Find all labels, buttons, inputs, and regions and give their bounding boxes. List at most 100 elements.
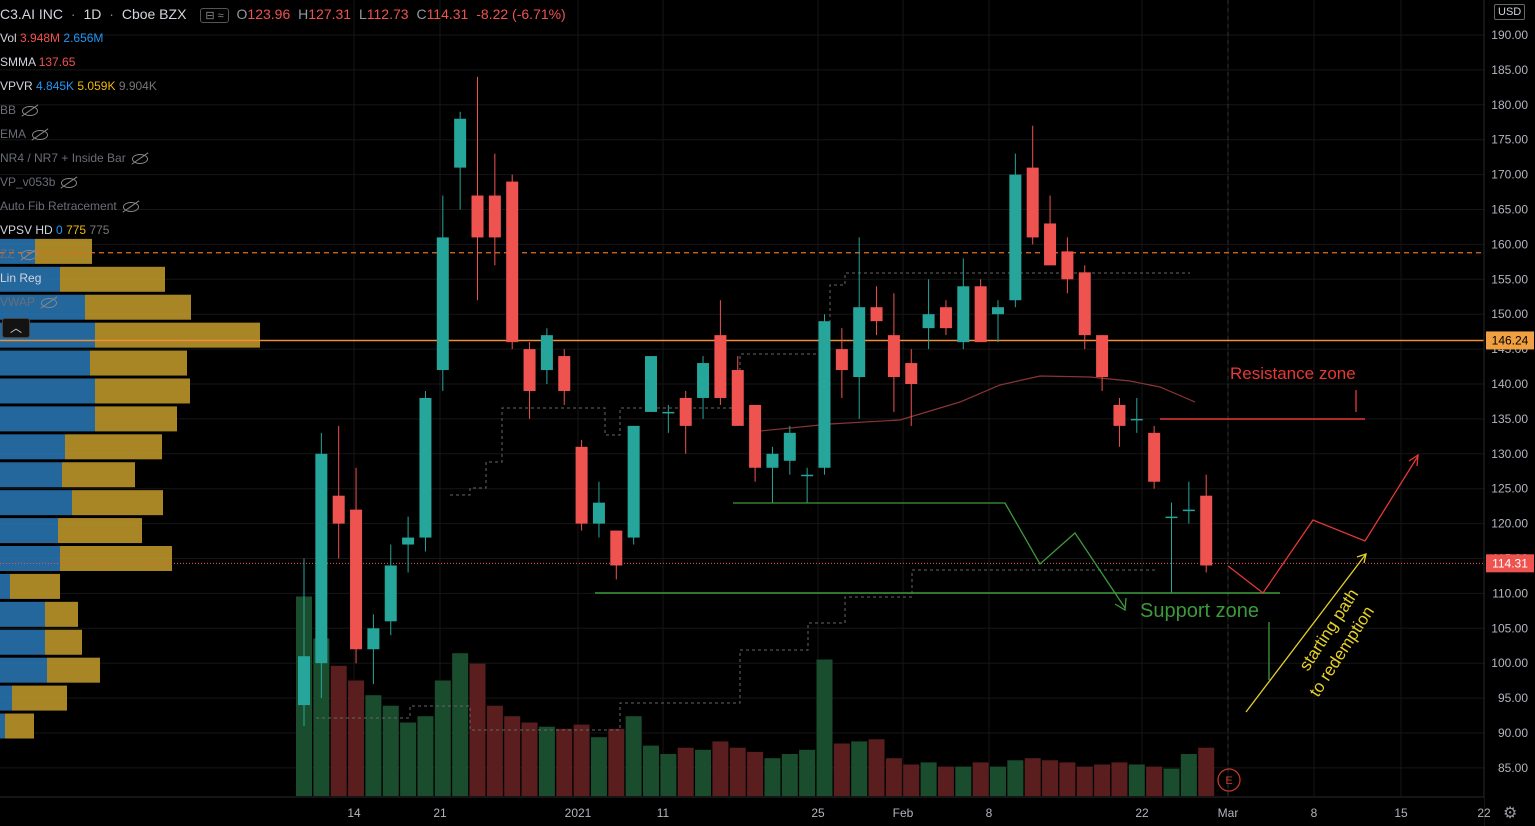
resistance-zone-label: Resistance zone [1230,364,1356,383]
vpvr-value-3: 9.904K [118,79,157,93]
indicator-name: VP_v053b [0,175,56,189]
vpsv-value-1: 0 [56,223,63,237]
vol-value-2: 2.656M [63,31,104,45]
symbol-name[interactable]: C3.AI INC [0,6,64,22]
volume-bar [1059,762,1076,796]
candle-body [1113,404,1126,426]
volume-bar [729,747,746,796]
time-tick-label: 8 [986,806,993,820]
close-value: 114.31 [426,6,469,22]
volume-bar [937,766,954,796]
open-label: O [236,6,248,22]
vp-bar-gold [85,294,191,320]
candle-body [1130,418,1143,421]
vp-bar-gold [10,573,60,599]
vp-bar-gold [72,490,163,516]
hidden-eye-icon[interactable] [40,297,57,308]
indicator-vp[interactable]: VP_v053b [0,175,78,189]
volume-bar [1094,764,1111,796]
candle-body [558,356,571,391]
candle-body [1165,516,1178,519]
symbol-buttons[interactable]: ⊟ ≈ [200,8,229,23]
indicator-linreg[interactable]: Lin Reg [0,271,41,285]
indicator-vol[interactable]: Vol 3.948M 2.656M [0,31,103,45]
interval[interactable]: 1D [83,6,102,22]
volume-bar [677,747,694,796]
volume-bar [816,659,833,796]
vp-bar-blue [0,546,60,571]
candle-body [627,425,640,538]
indicator-zz[interactable]: ZZ [0,247,37,261]
currency-label[interactable]: USD [1494,4,1526,20]
price-tick-label: 140.00 [1491,377,1528,391]
vp-bar-gold [95,322,260,348]
candle-body [1078,272,1091,336]
volume-bar [1163,768,1180,796]
volume-bar [851,741,868,796]
support-path [733,502,1126,609]
vol-value-1: 3.948M [20,31,61,45]
vp-bar-gold [47,657,100,683]
candle-body [1200,495,1213,566]
volume-bar [1024,758,1041,796]
volume-bar [382,705,399,796]
gear-icon[interactable]: ⚙ [1503,805,1518,822]
indicator-name: SMMA [0,55,36,69]
indicator-bb[interactable]: BB [0,103,39,117]
indicator-vpvr[interactable]: VPVR 4.845K 5.059K 9.904K [0,79,157,93]
vp-bar-blue [0,629,45,655]
vp-bar-blue [0,406,95,432]
exchange: Cboe BZX [121,6,187,22]
indicator-name: Lin Reg [0,271,42,285]
hidden-eye-icon[interactable] [32,129,49,140]
time-tick-label: 15 [1394,806,1408,820]
resistance-price-tag [1486,331,1534,350]
price-tick-label: 155.00 [1491,272,1528,286]
candle-body [957,286,970,343]
indicator-vwap[interactable]: VWAP [0,295,57,309]
volume-bar [434,680,451,796]
indicator-nr[interactable]: NR4 / NR7 + Inside Bar [0,151,148,165]
hidden-eye-icon[interactable] [61,177,78,188]
hidden-eye-icon[interactable] [131,153,148,164]
vp-bar-blue [0,573,10,599]
candle-body [384,565,397,622]
hidden-eye-icon[interactable] [122,201,139,212]
last-price-tag [1486,554,1534,573]
overlays [0,252,1484,731]
price-tick-label: 95.00 [1498,691,1528,705]
volume-bar [955,766,972,796]
time-tick-label: 21 [433,806,447,820]
time-axis-bg [0,797,1484,826]
price-tick-label: 85.00 [1498,761,1528,775]
candle-body [645,356,657,412]
volume-bar [486,705,503,796]
volume-bar [538,726,555,796]
time-tick-label: 22 [1477,806,1491,820]
volume-bar [1128,764,1145,796]
candle-body [350,509,363,650]
vp-bar-gold [60,546,172,571]
earnings-marker-label: E [1225,775,1232,787]
volume-profile [0,238,260,739]
indicator-ema[interactable]: EMA [0,127,49,141]
hidden-eye-icon[interactable] [22,105,39,116]
collapse-legend-button[interactable]: ︿ [2,318,30,338]
volume-bar [590,737,607,796]
candle-body [419,397,432,538]
change-value: -8.22 (-6.71%) [476,6,566,22]
volume-bar [695,749,712,796]
vpsv-value-3: 775 [89,223,110,237]
vp-bar-gold [45,629,82,655]
volume-bar [1198,747,1215,796]
indicator-fib[interactable]: Auto Fib Retracement [0,199,139,213]
indicator-vpsv[interactable]: VPSV HD 0 775 775 [0,223,109,237]
vpsv-value-2: 775 [66,223,87,237]
indicator-smma[interactable]: SMMA 137.65 [0,55,75,69]
hidden-eye-icon[interactable] [20,249,37,260]
price-tick-label: 135.00 [1491,412,1528,426]
candle-body [488,195,501,238]
high-value: 127.31 [308,6,352,22]
candle-body [887,335,900,378]
